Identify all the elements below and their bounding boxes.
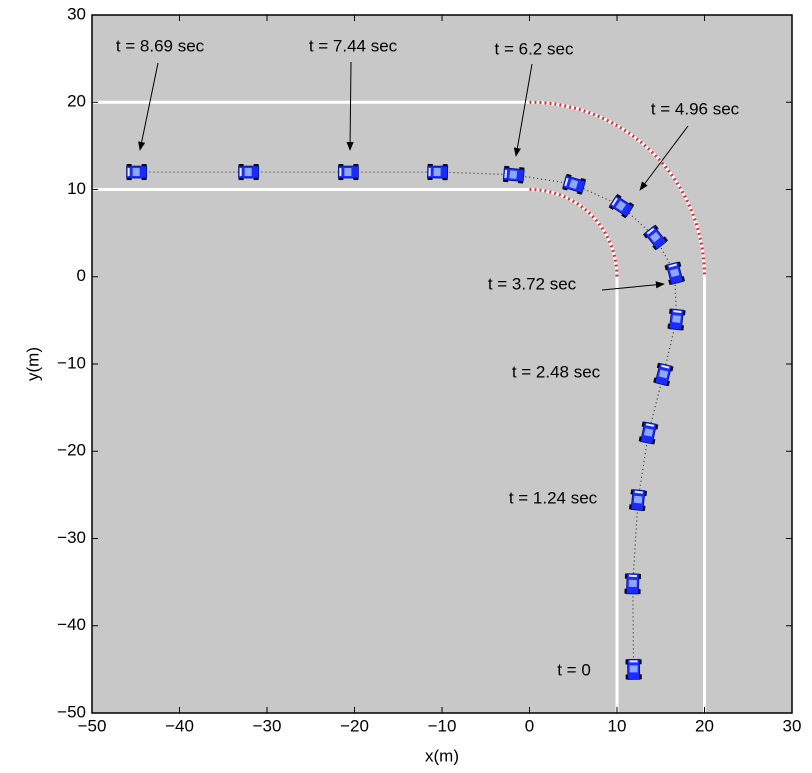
car-light	[504, 169, 508, 179]
car-wheel	[353, 164, 359, 168]
car	[643, 224, 668, 251]
car-wheel	[338, 177, 344, 181]
car-light	[645, 423, 655, 427]
x-axis-label: x(m)	[425, 746, 459, 765]
plot-area	[92, 15, 792, 713]
x-tick-label: −20	[340, 716, 369, 735]
annotation: t = 3.72 sec	[488, 274, 577, 293]
x-tick-label: −40	[165, 716, 194, 735]
car-light	[127, 168, 130, 177]
plot-frame	[91, 14, 793, 714]
car	[629, 489, 647, 512]
annotation: t = 0	[557, 660, 591, 679]
annotation: t = 4.96 sec	[651, 99, 740, 118]
car-wheel	[353, 177, 359, 181]
car-window	[509, 170, 518, 179]
car	[238, 164, 260, 181]
car-window	[643, 428, 654, 437]
x-tick-label: 0	[525, 716, 534, 735]
car-window	[569, 179, 579, 189]
y-tick-label: 0	[77, 266, 86, 285]
car-wheel	[126, 164, 132, 168]
car-wheel	[141, 164, 147, 168]
annotation: t = 7.44 sec	[309, 36, 398, 55]
road-curve	[529, 100, 706, 277]
car	[337, 164, 359, 181]
car-window	[658, 369, 669, 379]
annotation: t = 2.48 sec	[512, 362, 601, 381]
car-light	[634, 490, 643, 494]
car-light	[564, 177, 569, 187]
y-tick-label: −40	[57, 615, 86, 634]
annotation-arrow	[601, 281, 665, 291]
x-tick-label: 10	[608, 716, 627, 735]
car-light	[428, 167, 431, 176]
car-light	[611, 197, 618, 206]
car-wheel	[253, 164, 259, 168]
car-window	[629, 665, 638, 673]
car-wheel	[238, 177, 244, 181]
car-light	[646, 227, 655, 235]
car-window	[433, 167, 441, 177]
annotation: t = 1.24 sec	[509, 488, 598, 507]
car	[667, 308, 686, 331]
car	[126, 164, 148, 181]
car-window	[132, 168, 140, 177]
car	[608, 193, 635, 219]
car-light	[673, 310, 682, 313]
annotation: t = 8.69 sec	[116, 36, 205, 55]
car-wheel	[126, 177, 132, 181]
car-window	[628, 579, 637, 587]
annotation-arrow	[346, 61, 354, 151]
annotation-arrow	[138, 62, 159, 151]
y-tick-label: −50	[57, 702, 86, 721]
car-light	[239, 168, 242, 177]
car	[502, 165, 525, 184]
y-tick-label: −30	[57, 528, 86, 547]
y-tick-label: 20	[67, 92, 86, 111]
car	[562, 173, 586, 195]
car-window	[649, 231, 661, 243]
car	[653, 362, 674, 387]
car	[664, 261, 685, 285]
car	[638, 421, 659, 445]
y-axis-label: y(m)	[23, 347, 42, 381]
y-tick-label: −20	[57, 441, 86, 460]
car-window	[633, 495, 643, 504]
y-tick-label: −10	[57, 353, 86, 372]
y-tick-label: 10	[67, 179, 86, 198]
annotation-arrow	[513, 63, 533, 157]
x-tick-label: 30	[783, 716, 802, 735]
car	[427, 163, 449, 181]
road-curve	[529, 188, 619, 277]
car-window	[615, 200, 627, 212]
car	[625, 658, 642, 680]
car-wheel	[141, 177, 147, 181]
car-light	[628, 574, 637, 577]
car-wheel	[253, 177, 259, 181]
annotation: t = 6.2 sec	[495, 39, 574, 58]
car-light	[629, 660, 638, 663]
car-light	[668, 263, 677, 268]
car-wheel	[238, 164, 244, 168]
x-tick-label: 20	[695, 716, 714, 735]
trajectory	[136, 171, 678, 670]
x-tick-label: −30	[253, 716, 282, 735]
car-wheel	[338, 164, 344, 168]
annotation-arrow	[639, 125, 689, 191]
x-tick-label: −10	[428, 716, 457, 735]
car-window	[672, 315, 681, 323]
car-light	[339, 168, 342, 177]
car-light	[661, 364, 670, 369]
car-window	[344, 168, 352, 177]
car	[624, 573, 642, 595]
y-tick-label: 30	[67, 4, 86, 23]
x-tick-label: −50	[78, 716, 107, 735]
car-window	[669, 268, 680, 278]
car-window	[244, 168, 252, 177]
